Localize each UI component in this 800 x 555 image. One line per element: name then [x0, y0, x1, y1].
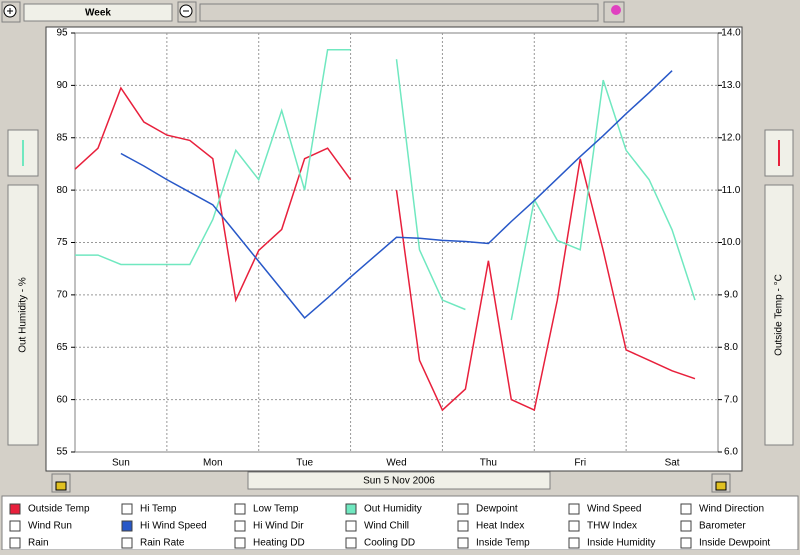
legend-checkbox[interactable]	[121, 503, 133, 515]
legend-label: Cooling DD	[364, 538, 415, 549]
x-tick-label: Tue	[296, 458, 313, 469]
legend-checkbox[interactable]	[680, 537, 692, 549]
legend-checkbox[interactable]	[457, 503, 469, 515]
legend-label: Rain Rate	[140, 538, 185, 549]
y-tick-label: 80	[56, 185, 68, 196]
legend-checkbox[interactable]	[568, 503, 580, 515]
legend-checkbox[interactable]	[457, 537, 469, 549]
legend-label: Heating DD	[253, 538, 305, 549]
y-series-box[interactable]	[7, 129, 39, 177]
y-tick-label: 55	[56, 447, 68, 458]
chart-panel	[45, 26, 743, 472]
legend-label: Hi Temp	[140, 504, 177, 515]
legend-checkbox[interactable]	[234, 537, 246, 549]
legend-checkbox[interactable]	[457, 520, 469, 532]
legend-label: Inside Dewpoint	[699, 538, 770, 549]
series-line	[120, 70, 673, 319]
y-tick-label: 90	[56, 80, 68, 91]
date: Sun 5 Nov 2006	[363, 476, 435, 487]
legend-label: Inside Humidity	[587, 538, 655, 549]
series-line	[75, 49, 696, 321]
legend-checkbox[interactable]	[234, 520, 246, 532]
legend-label: Hi Wind Dir	[253, 521, 304, 532]
x-tick-label: Fri	[574, 458, 586, 469]
y2-tick-label: 7.0	[724, 394, 738, 405]
legend-label: Wind Run	[28, 521, 72, 532]
legend-label: Heat Index	[476, 521, 524, 532]
plus	[7, 8, 13, 14]
legend-panel	[1, 495, 799, 551]
y-axis-label: Out Humidity - %	[18, 277, 29, 353]
legend-label: Out Humidity	[364, 504, 422, 515]
settings-icon	[611, 5, 621, 15]
legend-checkbox[interactable]	[345, 503, 357, 515]
legend-label: Low Temp	[253, 504, 299, 515]
y2-label-box	[764, 184, 794, 446]
legend-checkbox[interactable]	[680, 520, 692, 532]
legend-checkbox[interactable]	[568, 537, 580, 549]
legend-label: Wind Speed	[587, 504, 641, 515]
y-tick-label: 75	[56, 237, 68, 248]
x-tick-label: Mon	[203, 458, 222, 469]
lock-icon	[715, 481, 727, 491]
plot: 55 60 65 70 75 80 85 90 95 6.0 7.0 8.0 9.0 10.0 11.0 12…	[56, 28, 741, 469]
series-line	[74, 86, 696, 412]
legend-checkbox[interactable]	[9, 537, 21, 549]
y-label-box	[7, 184, 39, 446]
y-tick-label: 60	[56, 394, 68, 405]
y2-tick-label: 10.0	[721, 237, 741, 248]
legend: Outside Temp Hi Temp Low Temp Out Humidity D…	[9, 503, 770, 549]
legend-checkbox[interactable]	[345, 537, 357, 549]
x-tick-label: Sun	[112, 458, 130, 469]
legend-checkbox[interactable]	[121, 520, 133, 532]
y-tick-label: 70	[56, 290, 68, 301]
legend-label: Wind Direction	[699, 504, 764, 515]
legend-checkbox[interactable]	[234, 503, 246, 515]
legend-checkbox[interactable]	[345, 520, 357, 532]
period: Week	[85, 8, 111, 19]
legend-checkbox[interactable]	[680, 503, 692, 515]
x-tick-label: Wed	[386, 458, 406, 469]
period-box[interactable]	[23, 3, 173, 22]
legend-label: Rain	[28, 538, 49, 549]
y2-tick-label: 12.0	[721, 132, 741, 143]
lock-icon	[55, 481, 67, 491]
x-tick-label: Sat	[665, 458, 680, 469]
legend-label: Barometer	[699, 521, 746, 532]
y2-tick-label: 9.0	[724, 290, 738, 301]
y2-tick-label: 8.0	[724, 342, 738, 353]
x-tick-label: Thu	[480, 458, 497, 469]
legend-label: Hi Wind Speed	[140, 521, 207, 532]
legend-label: Outside Temp	[28, 504, 90, 515]
y2-tick-label: 14.0	[721, 28, 741, 39]
y2-tick-label: 13.0	[721, 80, 741, 91]
y2-tick-label: 11.0	[722, 185, 741, 196]
y-tick-label: 85	[56, 132, 68, 143]
legend-label: Dewpoint	[476, 504, 518, 515]
legend-checkbox[interactable]	[568, 520, 580, 532]
legend-label: Inside Temp	[476, 538, 530, 549]
y2-tick-label: 6.0	[724, 447, 738, 458]
y2-axis-label: Outside Temp - °C	[774, 274, 785, 356]
date-box	[247, 471, 551, 490]
legend-checkbox[interactable]	[9, 520, 21, 532]
legend-label: THW Index	[587, 521, 637, 532]
scroll-bar[interactable]	[199, 3, 599, 22]
legend-label: Wind Chill	[364, 521, 409, 532]
legend-checkbox[interactable]	[9, 503, 21, 515]
y-tick-label: 65	[56, 342, 68, 353]
y-tick-label: 95	[56, 28, 68, 39]
legend-checkbox[interactable]	[121, 537, 133, 549]
